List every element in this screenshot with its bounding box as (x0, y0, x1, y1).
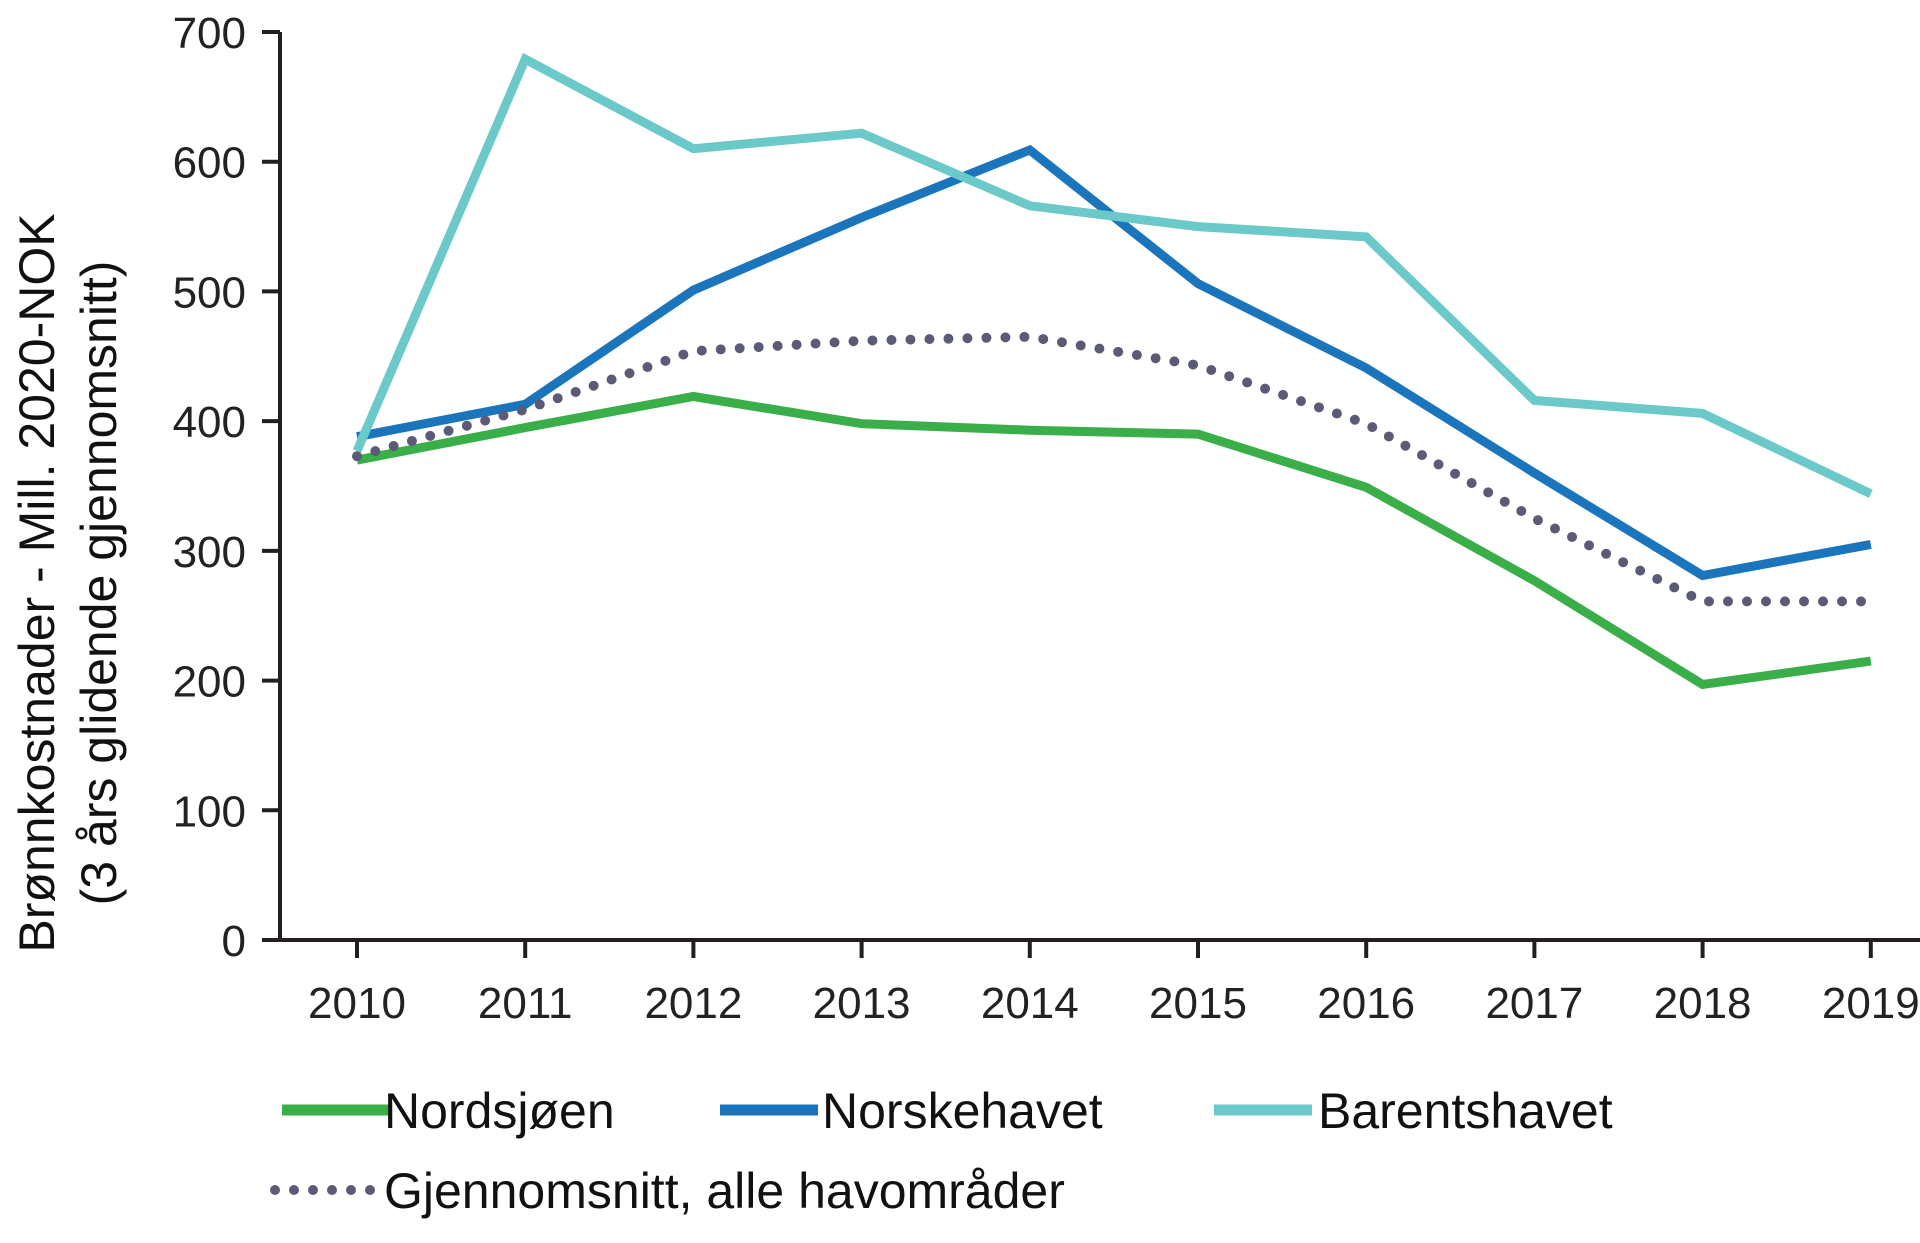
legend-label: Gjennomsnitt, alle havområder (384, 1163, 1065, 1219)
x-tick-label: 2013 (813, 979, 911, 1028)
x-tick-label: 2014 (981, 979, 1079, 1028)
x-tick-label: 2016 (1317, 979, 1415, 1028)
y-axis-title-line-2: (3 års glidende gjennomsnitt) (71, 261, 127, 906)
x-tick-label: 2017 (1485, 979, 1583, 1028)
series-line-nordsj-en (356, 391, 1872, 690)
x-tick-label: 2018 (1654, 979, 1752, 1028)
x-tick-label: 2010 (308, 979, 406, 1028)
x-tick-label: 2012 (644, 979, 742, 1028)
x-tick-label: 2019 (1822, 979, 1920, 1028)
axes (278, 32, 1920, 942)
series-line-gjennomsnitt-alle-havomr-der (352, 331, 1876, 607)
y-tick-label: 0 (222, 917, 246, 966)
y-tick-label: 100 (173, 787, 246, 836)
legend-label: Nordsjøen (384, 1083, 615, 1139)
series-lines (352, 52, 1876, 690)
y-tick-label: 600 (173, 139, 246, 188)
y-axis-title-line-1: Brønnkostnader - Mill. 2020-NOK (9, 213, 65, 952)
series-line-barentshavet (352, 52, 1873, 498)
y-tick-label: 200 (173, 658, 246, 707)
legend-label: Barentshavet (1318, 1083, 1613, 1139)
y-tick-label: 500 (173, 268, 246, 317)
y-axis-title: Brønnkostnader - Mill. 2020-NOK (3 års g… (9, 213, 127, 952)
y-tick-label: 400 (173, 398, 246, 447)
x-tick-label: 2011 (478, 979, 573, 1028)
y-tick-label: 300 (173, 528, 246, 577)
legend: Nordsjøen Norskehavet Barentshavet Gjennoms… (270, 1083, 1613, 1219)
x-tick-label: 2015 (1149, 979, 1247, 1028)
y-ticks: 0 100 200 300 400 500 600 700 (173, 9, 280, 966)
x-ticks: 2010 2011 2012 2013 2014 2015 2016 2017 2018 2019 (308, 940, 1920, 1028)
y-tick-label: 700 (173, 9, 246, 58)
legend-label: Norskehavet (822, 1083, 1103, 1139)
